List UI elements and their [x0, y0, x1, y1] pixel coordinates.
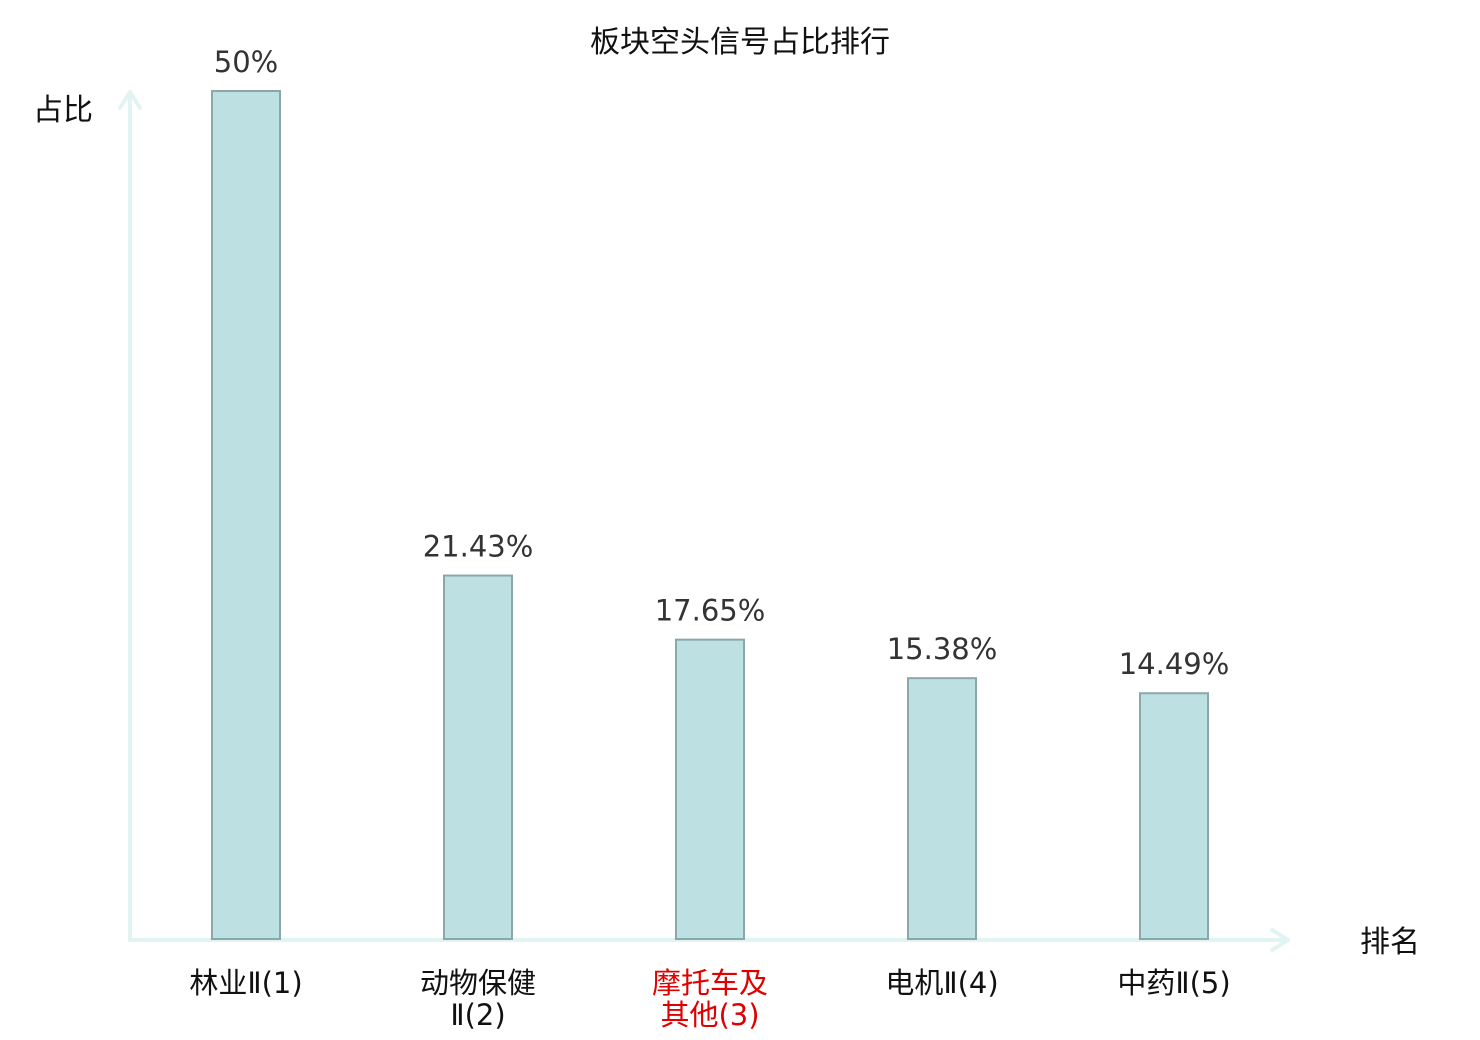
bar-2 [443, 574, 513, 940]
value-label-2: 21.43% [423, 530, 534, 564]
value-label-1: 50% [214, 45, 278, 79]
category-label-1-line-1: 林业Ⅱ(1) [189, 966, 302, 1000]
bar-group [211, 90, 1209, 940]
category-label-3-line-1: 摩托车及 [652, 966, 768, 1000]
bar-3 [675, 638, 745, 940]
value-label-4: 15.38% [887, 632, 998, 666]
value-label-5: 14.49% [1119, 647, 1230, 681]
value-label-3: 17.65% [655, 594, 766, 628]
category-label-2-line-2: Ⅱ(2) [450, 998, 505, 1032]
x-axis-label: 排名 [1360, 925, 1420, 960]
value-label-group: 50% 21.43% 17.65% 15.38% 14.49% [214, 45, 1230, 681]
chart-title: 板块空头信号占比排行 [590, 25, 890, 60]
category-label-2-line-1: 动物保健 [420, 966, 536, 1000]
y-axis-arrow-icon [118, 90, 142, 110]
category-label-3-line-2: 其他(3) [660, 998, 759, 1032]
bar-4 [907, 677, 977, 940]
x-axis-arrow-icon [1270, 928, 1290, 952]
y-axis-label: 占比 [33, 93, 93, 128]
category-label-4-line-1: 电机Ⅱ(4) [885, 966, 998, 1000]
bar-5 [1139, 692, 1209, 940]
bar-1 [211, 90, 281, 940]
category-label-5-line-1: 中药Ⅱ(5) [1117, 966, 1230, 1000]
